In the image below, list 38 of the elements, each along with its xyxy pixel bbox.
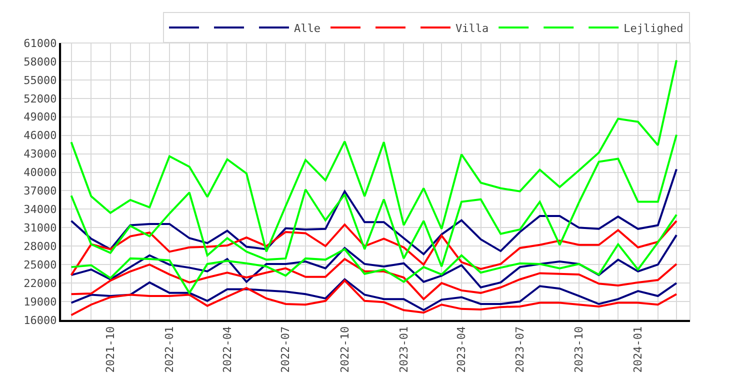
x-tick-label: 2022-10	[338, 326, 352, 373]
y-tick-label: 31000	[24, 222, 57, 235]
line-series	[70, 59, 678, 253]
line-series	[70, 214, 678, 294]
x-tick-label: 2021-10	[104, 326, 117, 373]
y-tick-label: 37000	[24, 184, 57, 198]
line-series	[70, 278, 678, 312]
x-tick-label: 2023-01	[397, 326, 410, 373]
y-tick-label: 25000	[24, 258, 57, 272]
x-tick-label: 2022-01	[163, 326, 176, 373]
y-tick-label: 19000	[24, 295, 57, 308]
line-series	[70, 220, 678, 276]
x-tick-label: 2023-04	[455, 326, 468, 373]
x-tick-label: 2023-10	[572, 326, 586, 373]
line-series	[70, 168, 678, 256]
y-tick-label: 46000	[24, 129, 57, 142]
legend-label: Villa	[456, 22, 489, 35]
y-tick-label: 58000	[24, 55, 57, 68]
line-series	[70, 234, 678, 288]
y-tick-label: 52000	[24, 92, 57, 106]
legend-label: Lejlighed	[624, 22, 684, 35]
y-tick-label: 49000	[24, 110, 57, 124]
x-tick-label: 2024-01	[632, 326, 645, 373]
legend-label: Alle	[294, 22, 320, 35]
x-tick-label: 2022-04	[220, 326, 234, 373]
y-tick-label: 43000	[24, 148, 57, 161]
line-series	[70, 258, 678, 300]
y-tick-label: 61000	[24, 36, 57, 50]
y-tick-label: 55000	[24, 74, 57, 87]
y-tick-label: 28000	[24, 240, 57, 253]
y-tick-label: 40000	[24, 166, 57, 180]
x-tick-label: 2022-07	[279, 326, 292, 373]
y-tick-label: 22000	[24, 276, 57, 290]
x-tick-label: 2023-07	[513, 326, 526, 373]
y-tick-label: 16000	[24, 314, 57, 327]
y-tick-label: 34000	[24, 203, 57, 216]
line-series	[70, 280, 678, 316]
line-series	[70, 134, 678, 268]
